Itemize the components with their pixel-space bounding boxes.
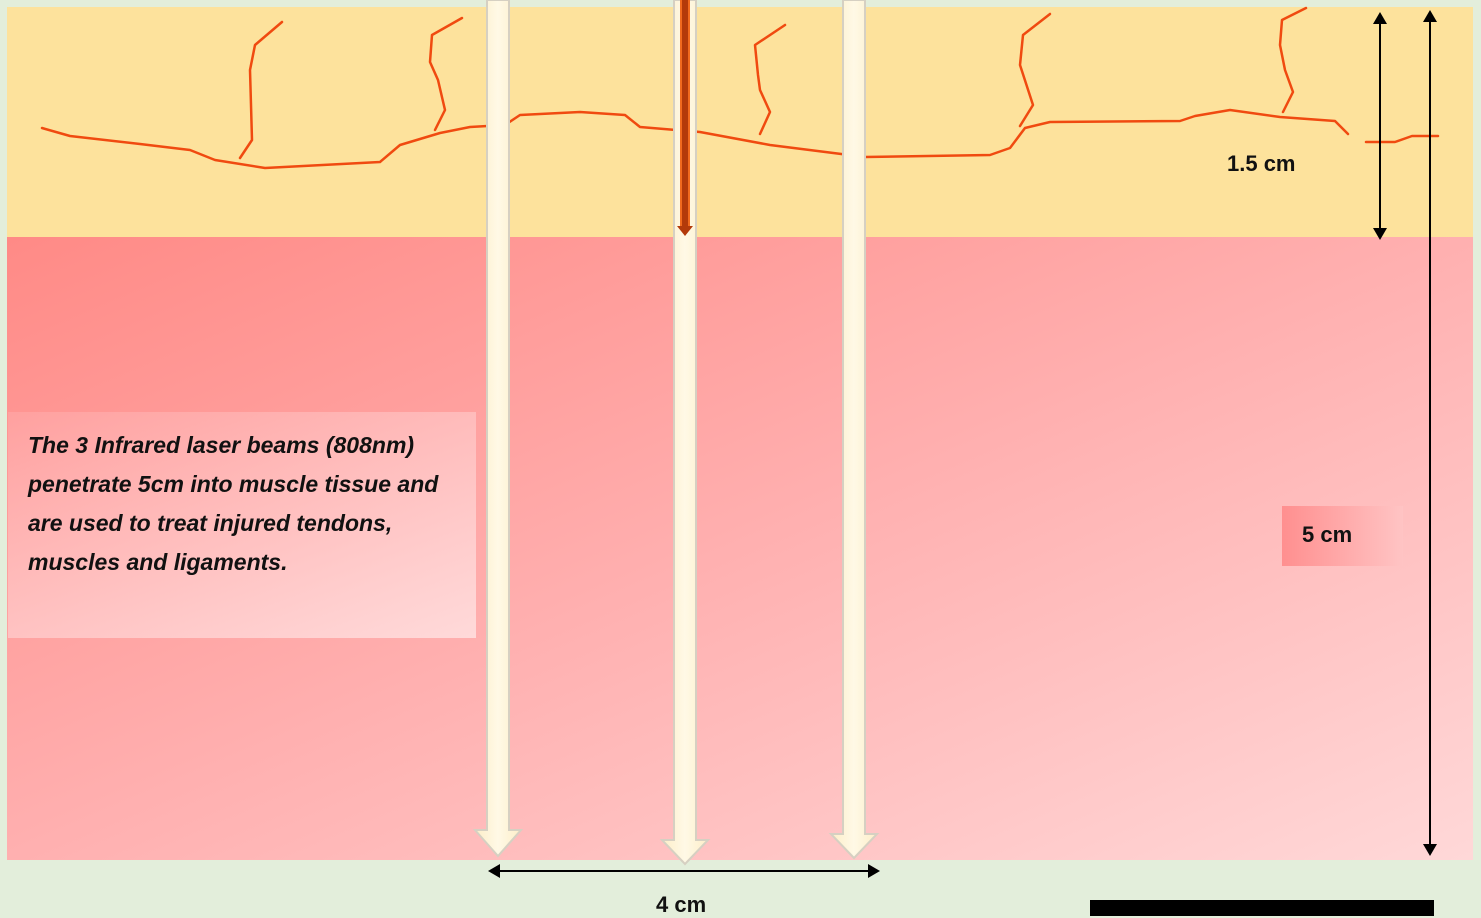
laser-beam-right — [828, 0, 880, 860]
total-depth-arrow — [1423, 10, 1437, 856]
beam-spacing-arrow — [488, 864, 880, 878]
muscle-depth-label-box — [1282, 506, 1403, 566]
beam-spacing-label: 4 cm — [656, 892, 707, 917]
laser-beam-center — [659, 0, 711, 866]
description-text: The 3 Infrared laser beams (808nm) penet… — [28, 432, 439, 575]
bottom-black-bar — [1090, 900, 1434, 916]
skin-depth-arrow — [1373, 12, 1387, 240]
skin-layer — [7, 7, 1473, 237]
skin-depth-label: 1.5 cm — [1227, 151, 1296, 176]
description-box: The 3 Infrared laser beams (808nm) penet… — [8, 412, 476, 638]
blood-vessels — [40, 6, 1440, 170]
laser-beam-left — [472, 0, 524, 858]
center-red-arrow — [677, 0, 693, 236]
muscle-depth-label: 5 cm — [1302, 522, 1353, 547]
